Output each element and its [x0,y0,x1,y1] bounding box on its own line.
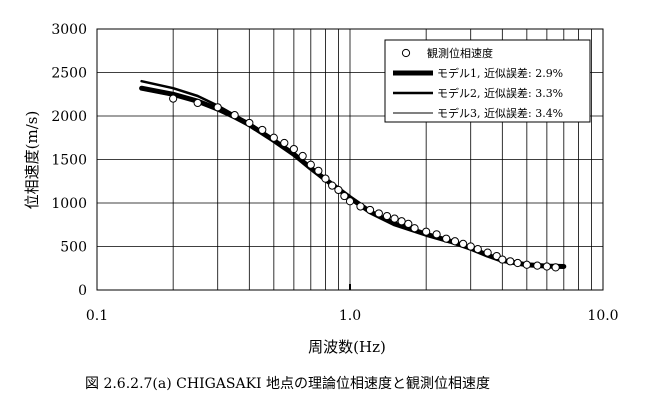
observed-point [432,230,441,239]
legend-label-model2: モデル2, 近似誤差: 3.3% [437,86,563,100]
observed-point [533,261,542,270]
observed-point [289,144,298,154]
observed-point [345,197,355,206]
x-tick-label: 1.0 [339,308,361,324]
observed-point [442,234,451,243]
y-axis-title: 位相速度(m/s) [23,111,41,210]
observed-point [230,111,239,120]
observed-point [390,214,399,223]
legend-label-model1: モデル1, 近似誤差: 2.9% [437,66,563,80]
observed-point [513,258,522,268]
observed-point [397,217,406,226]
observed-point [298,151,307,161]
observed-point [258,125,267,135]
y-tick-label: 3000 [51,22,87,38]
observed-point [473,245,482,254]
x-axis-title: 周波数(Hz) [308,338,386,356]
observed-point [404,219,413,228]
x-tick-label: 10.0 [587,308,618,324]
observed-point [551,263,560,272]
observed-point [193,98,202,108]
grid [96,28,603,291]
observed-point [280,138,289,148]
observed-point [245,118,254,128]
y-tick-label: 2500 [51,66,87,82]
observed-point [382,211,392,221]
observed-point [450,237,460,246]
observed-point [483,248,492,257]
y-tick-label: 1000 [51,196,87,212]
observed-point [306,160,315,169]
legend-box [384,39,591,123]
observed-point [314,166,323,175]
series-layer [139,79,567,272]
observed-point [506,257,515,266]
x-tick-label: 0.1 [86,308,108,324]
legend-label-model3: モデル3, 近似誤差: 3.4% [437,106,563,120]
observed-point [321,174,330,183]
y-tick-label: 2000 [51,109,87,125]
observed-point [498,255,507,264]
observed-point [365,205,375,215]
figure-caption: 図 2.6.2.7(a) CHIGASAKI 地点の理論位相速度と観測位相速度 [85,375,490,392]
legend: 観測位相速度 モデル1, 近似誤差: 2.9% モデル2, 近似誤差: 3.3%… [384,39,591,123]
tick-labels: 0 500 1000 1500 2000 2500 3000 0.1 1.0 10.0 [51,22,618,324]
observed-point [269,133,278,142]
observed-point [356,202,365,211]
y-tick-label: 1500 [51,153,87,169]
legend-label-observed: 観測位相速度 [427,46,493,60]
y-tick-label: 500 [60,240,87,256]
observed-point [213,103,222,112]
observed-point [422,227,431,236]
observed-point [410,224,419,233]
observed-point [542,262,551,271]
observed-point [340,191,349,201]
observed-point [459,239,468,248]
observed-point [466,242,475,251]
observed-point [374,209,383,218]
observed-point [328,181,337,190]
observed-point [334,185,343,195]
legend-marker-observed [401,48,411,58]
observed-point [522,260,531,269]
observed-point [169,94,178,103]
y-tick-label: 0 [78,283,87,299]
